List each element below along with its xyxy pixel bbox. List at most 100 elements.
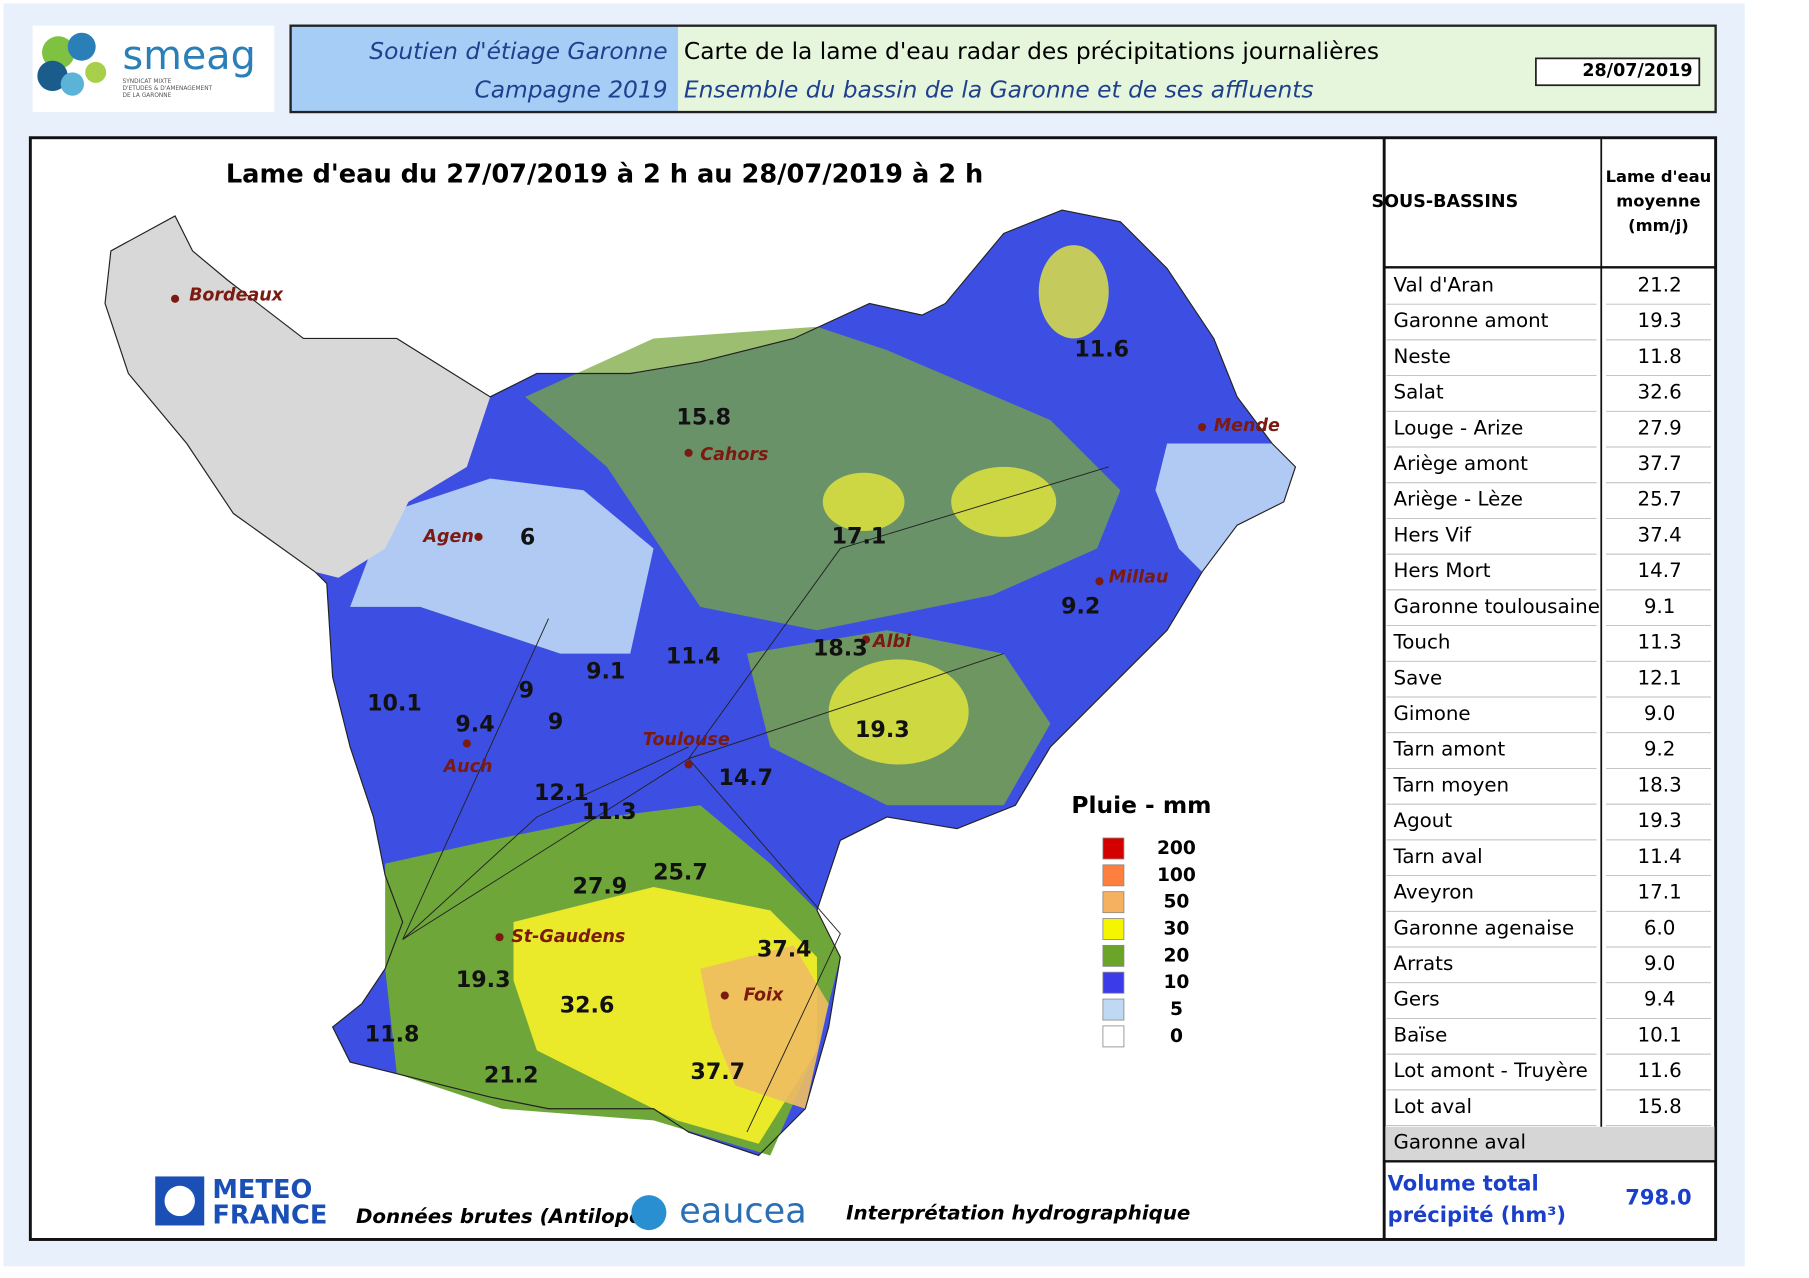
legend-label: 0 <box>1170 1026 1183 1047</box>
logo-subtitle: D'ETUDES & D'AMENAGEMENT <box>123 86 213 92</box>
sub-basin-name: Aveyron <box>1394 881 1474 904</box>
legend-swatch <box>1102 837 1125 860</box>
city-label: Albi <box>871 632 912 652</box>
sub-basin-value: 21.2 <box>1638 273 1682 296</box>
basin-value: 25.7 <box>653 860 708 886</box>
sub-basin-name: Garonne amont <box>1394 309 1549 332</box>
eaucea-logo <box>631 1195 667 1231</box>
city-marker <box>684 760 693 769</box>
sub-basin-name: Touch <box>1393 631 1451 654</box>
zone-yellow <box>822 472 905 532</box>
sub-basin-value: 37.4 <box>1638 523 1682 546</box>
sub-basin-value: 6.0 <box>1644 916 1676 939</box>
city-marker <box>861 635 871 644</box>
basin-value: 18.3 <box>813 635 868 661</box>
logo-shape <box>42 36 75 69</box>
basin-value: 37.7 <box>690 1059 745 1085</box>
sub-basin-value: 15.8 <box>1638 1095 1682 1118</box>
sub-basin-name: Garonne aval <box>1394 1131 1527 1154</box>
sub-basin-value: 27.9 <box>1638 416 1682 439</box>
river <box>402 618 549 940</box>
logo-subtitle: SYNDICAT MIXTE <box>123 79 172 85</box>
sub-basin-name: Save <box>1394 666 1443 689</box>
legend-swatch <box>1102 971 1125 994</box>
basin-value: 21.2 <box>484 1063 539 1089</box>
date-box <box>1535 57 1701 87</box>
date: 28/07/2019 <box>1582 61 1692 81</box>
basin-value: 10.1 <box>367 690 422 716</box>
basin-value: 6 <box>520 525 535 551</box>
basin-value: 12.1 <box>534 780 589 806</box>
legend-label: 5 <box>1170 999 1183 1020</box>
sub-basin-name: Tarn moyen <box>1393 773 1510 796</box>
river <box>688 758 841 1133</box>
legend-label: 200 <box>1157 838 1196 859</box>
legend-swatch <box>1102 944 1125 967</box>
sub-basin-value: 10.1 <box>1638 1023 1682 1046</box>
city-label: Toulouse <box>643 730 730 750</box>
sub-basin-name: Tarn aval <box>1393 845 1483 868</box>
basin-value: 11.8 <box>365 1022 420 1048</box>
header-right-title: Carte de la lame d'eau radar des précipi… <box>684 37 1379 65</box>
city-label: Bordeaux <box>189 285 284 305</box>
city-marker <box>474 532 483 541</box>
zone-yellow <box>828 659 969 765</box>
basin-value: 9 <box>548 709 563 735</box>
map-title: Lame d'eau du 27/07/2019 à 2 h au 28/07/… <box>226 160 983 190</box>
basin-value: 11.6 <box>1074 337 1129 363</box>
sub-basin-value: 9.4 <box>1644 988 1676 1011</box>
zone-light <box>350 478 654 654</box>
sub-basin-value: 11.8 <box>1638 345 1682 368</box>
legend-label: 50 <box>1163 892 1189 913</box>
zone-grey <box>105 215 491 578</box>
legend-label: 30 <box>1163 919 1189 940</box>
sub-basin-value: 9.2 <box>1644 738 1676 761</box>
sub-basin-name: Agout <box>1394 809 1453 832</box>
legend-swatch <box>1102 891 1125 914</box>
sub-basin-name: Gers <box>1394 988 1440 1011</box>
table-header: moyenne <box>1616 191 1700 210</box>
logo-shape <box>60 72 85 96</box>
legend-label: 100 <box>1157 865 1196 886</box>
sub-basin-value: 9.1 <box>1644 595 1676 618</box>
basin-value: 37.4 <box>757 937 812 963</box>
logo-subtitle: DE LA GARONNE <box>123 93 172 99</box>
sub-basin-value: 19.3 <box>1638 809 1682 832</box>
sub-basin-name: Garonne toulousaine <box>1394 595 1600 618</box>
interpretation-text: Interprétation hydrographique <box>846 1201 1190 1224</box>
sub-basin-name: Gimone <box>1394 702 1471 725</box>
logo-name: smeag <box>123 33 256 79</box>
sub-basin-name: Hers Vif <box>1394 523 1473 546</box>
logo-shape <box>67 32 96 61</box>
sub-basin-value: 19.3 <box>1638 309 1682 332</box>
river <box>688 653 1004 760</box>
city-label: Auch <box>442 757 493 777</box>
sub-basin-name: Neste <box>1394 345 1451 368</box>
legend-swatch <box>1102 918 1125 940</box>
table-header: Lame d'eau <box>1606 167 1712 186</box>
sub-basin-value: 11.6 <box>1638 1059 1682 1082</box>
legend-title: Pluie - mm <box>1071 791 1211 819</box>
header-left-subtitle: Campagne 2019 <box>474 76 667 104</box>
gray-row <box>1385 1126 1715 1161</box>
sub-basin-name: Garonne agenaise <box>1394 916 1575 939</box>
sub-basin-value: 37.7 <box>1638 452 1682 475</box>
city-marker <box>720 991 729 1000</box>
sub-basin-value: 12.1 <box>1638 666 1682 689</box>
sub-basin-name: Arrats <box>1394 952 1454 975</box>
total-label: précipité (hm³) <box>1388 1203 1566 1227</box>
city-marker <box>1095 577 1104 586</box>
sub-basin-value: 9.0 <box>1644 702 1676 725</box>
legend-label: 10 <box>1163 972 1189 993</box>
total-label: Volume total <box>1388 1172 1539 1196</box>
zone-yellow <box>1038 245 1109 339</box>
sub-basin-value: 18.3 <box>1638 773 1682 796</box>
city-label: Foix <box>743 986 784 1006</box>
header-left-title: Soutien d'étiage Garonne <box>369 37 667 65</box>
basin-value: 11.3 <box>582 799 637 825</box>
sub-basin-name: Salat <box>1394 381 1444 404</box>
logo-shape <box>37 60 68 92</box>
sub-basin-value: 25.7 <box>1638 488 1682 511</box>
